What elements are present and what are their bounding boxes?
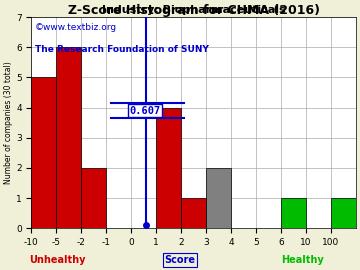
Bar [31,77,57,228]
Bar [206,168,231,228]
Text: Unhealthy: Unhealthy [30,255,86,265]
Bar [331,198,356,228]
Bar [156,108,181,228]
Text: Score: Score [165,255,195,265]
Text: Industry: Biopharmaceuticals: Industry: Biopharmaceuticals [102,5,285,15]
Bar [281,198,306,228]
Bar [81,168,106,228]
Text: Healthy: Healthy [281,255,324,265]
Bar [57,47,81,228]
Y-axis label: Number of companies (30 total): Number of companies (30 total) [4,61,13,184]
Text: 0.607: 0.607 [130,106,161,116]
Bar [181,198,206,228]
Text: ©www.textbiz.org: ©www.textbiz.org [35,23,117,32]
Title: Z-Score Histogram for CHMA (2016): Z-Score Histogram for CHMA (2016) [68,4,320,17]
Text: The Research Foundation of SUNY: The Research Foundation of SUNY [35,45,208,54]
